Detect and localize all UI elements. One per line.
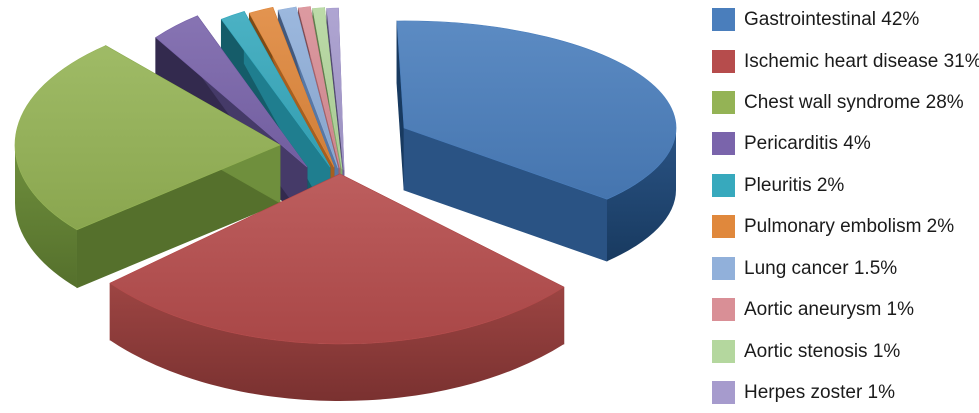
legend-item-aortic-stenosis: Aortic stenosis 1% [712,339,901,363]
legend-swatch [712,298,735,322]
pie-slice-gastrointestinal [396,20,677,262]
legend-swatch [712,256,735,280]
legend-swatch [712,339,735,363]
legend-item-gastrointestinal: Gastrointestinal 42% [712,8,919,31]
legend-item-chest-wall-syndrome: Chest wall syndrome 28% [712,90,964,114]
legend-item-aortic-aneurysm: Aortic aneurysm 1% [712,298,915,322]
legend-label: Pulmonary embolism 2% [744,216,955,238]
legend-label: Gastrointestinal 42% [744,9,920,30]
legend-item-herpes-zoster: Herpes zoster 1% [712,381,896,405]
legend-swatch [712,49,735,73]
pie-chart-3d [14,6,677,402]
pie-slice-ischemic-heart-disease [109,173,565,402]
legend-label: Ischemic heart disease 31% [744,50,979,72]
legend-label: Pericarditis 4% [744,133,871,155]
legend-label: Pleuritis 2% [744,174,845,196]
legend-label: Aortic aneurysm 1% [744,299,915,321]
legend-swatch [712,90,735,114]
legend-item-ischemic-heart-disease: Ischemic heart disease 31% [712,49,979,73]
legend-item-lung-cancer: Lung cancer 1.5% [712,256,898,280]
legend-label: Chest wall syndrome 28% [744,91,964,113]
legend-item-pulmonary-embolism: Pulmonary embolism 2% [712,215,955,239]
legend-label: Aortic stenosis 1% [744,340,901,362]
legend-swatch [712,215,735,239]
legend-swatch [712,173,735,197]
legend: Gastrointestinal 42% Ischemic heart disea… [712,0,979,413]
legend-swatch [712,8,735,31]
legend-item-pericarditis: Pericarditis 4% [712,132,871,156]
legend-label: Lung cancer 1.5% [744,257,898,279]
legend-item-pleuritis: Pleuritis 2% [712,173,845,197]
legend-swatch [712,381,735,405]
legend-label: Herpes zoster 1% [744,382,896,404]
legend-swatch [712,132,735,156]
pie-slice-chest-wall-syndrome [14,45,281,289]
